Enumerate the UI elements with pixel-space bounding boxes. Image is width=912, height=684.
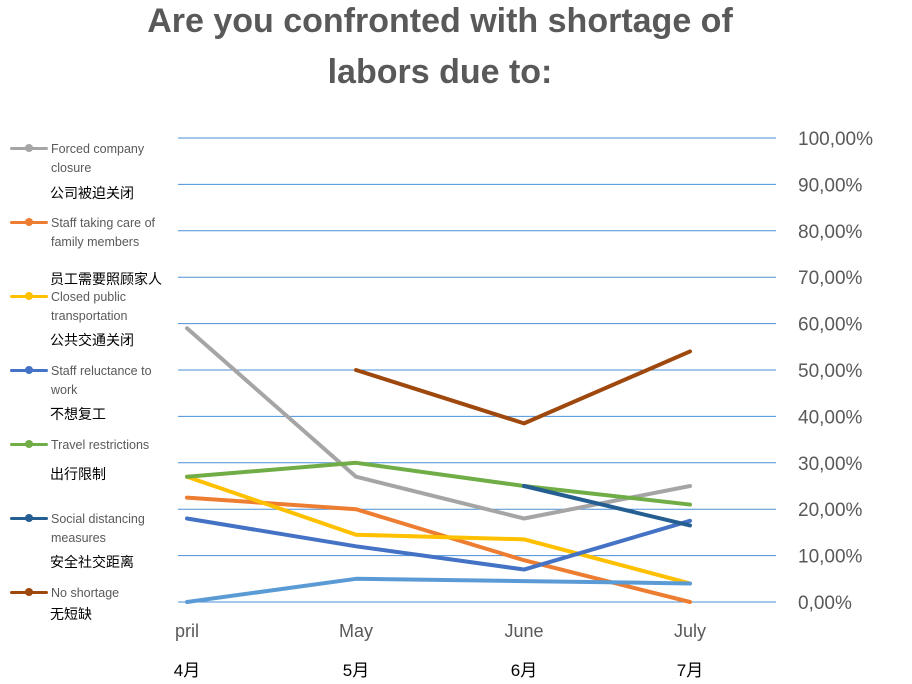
series-line-7 [354,349,692,426]
legend-item: Staff reluctance to work 不想复工 [10,362,175,422]
series-line-3 [185,474,692,586]
legend-label-zh: 无短缺 [50,606,92,622]
legend-swatch [10,588,48,596]
series-line-8 [185,576,692,604]
legend-item: No shortage 无短缺 [10,584,175,622]
legend-swatch [10,144,48,152]
y-tick-label: 20,00% [798,500,863,521]
x-tick-label: May 5月 [306,621,406,681]
legend-label-zh: 出行限制 [50,466,106,482]
legend-label: No shortage [51,586,120,600]
series-line-2 [185,495,692,604]
x-tick-label-en: May [338,621,373,641]
y-tick-label: 90,00% [798,175,863,196]
x-tick-label-zh: 6月 [510,661,538,680]
legend-label-zh: 不想复工 [50,406,106,422]
series-line-4 [185,516,692,572]
series-line-5 [185,460,692,507]
x-tick-label-zh: 4月 [173,661,201,680]
legend-swatch [10,514,48,522]
x-tick-label: June 6月 [474,621,574,681]
y-tick-label: 30,00% [798,454,863,475]
y-tick-label: 60,00% [798,315,863,336]
y-tick-label: 0,00% [798,593,852,614]
y-tick-label: 70,00% [798,268,863,289]
y-tick-label: 50,00% [798,361,863,382]
legend-label: Forced company closure [51,142,145,175]
x-tick-label-zh: 5月 [342,661,370,680]
legend-label: Travel restrictions [51,438,150,452]
legend-label: Social distancing measures [51,512,145,545]
x-tick-label-en: July [673,621,706,641]
legend-swatch [10,218,48,226]
legend-swatch [10,292,48,300]
legend-swatch [10,440,48,448]
legend-label: Staff reluctance to work [51,364,152,397]
y-tick-label: 100,00% [798,129,873,150]
x-tick-label: pril 4月 [137,621,237,681]
chart-title-line-2: labors due to: [327,53,553,91]
x-tick-label: July 7月 [640,621,740,681]
chart-title-line-1: Are you confronted with shortage of [147,2,733,40]
legend-label-zh: 员工需要照顾家人 [50,271,162,287]
legend-item: Closed public transportation 公共交通关闭 [10,288,175,348]
legend-label: Staff taking care of family members [51,216,155,249]
legend-label-zh: 安全社交距离 [50,554,134,570]
legend-item: Staff taking care of family members 员工需要照… [10,214,175,287]
legend-item: Forced company closure 公司被迫关闭 [10,140,175,201]
legend-swatch [10,366,48,374]
legend-item: Travel restrictions 出行限制 [10,436,175,482]
x-tick-label-zh: 7月 [676,661,704,680]
legend-label: Closed public transportation [51,290,128,323]
series-line-1 [185,326,692,521]
series-line-6 [522,484,692,528]
x-tick-label-en: June [504,621,544,641]
y-tick-label: 80,00% [798,222,863,243]
legend-item: Social distancing measures 安全社交距离 [10,510,175,570]
legend-label-zh: 公共交通关闭 [50,332,134,348]
y-tick-label: 40,00% [798,407,863,428]
legend-label-zh: 公司被迫关闭 [50,185,134,201]
y-tick-label: 10,00% [798,547,863,568]
x-tick-label-en: pril [174,621,199,641]
